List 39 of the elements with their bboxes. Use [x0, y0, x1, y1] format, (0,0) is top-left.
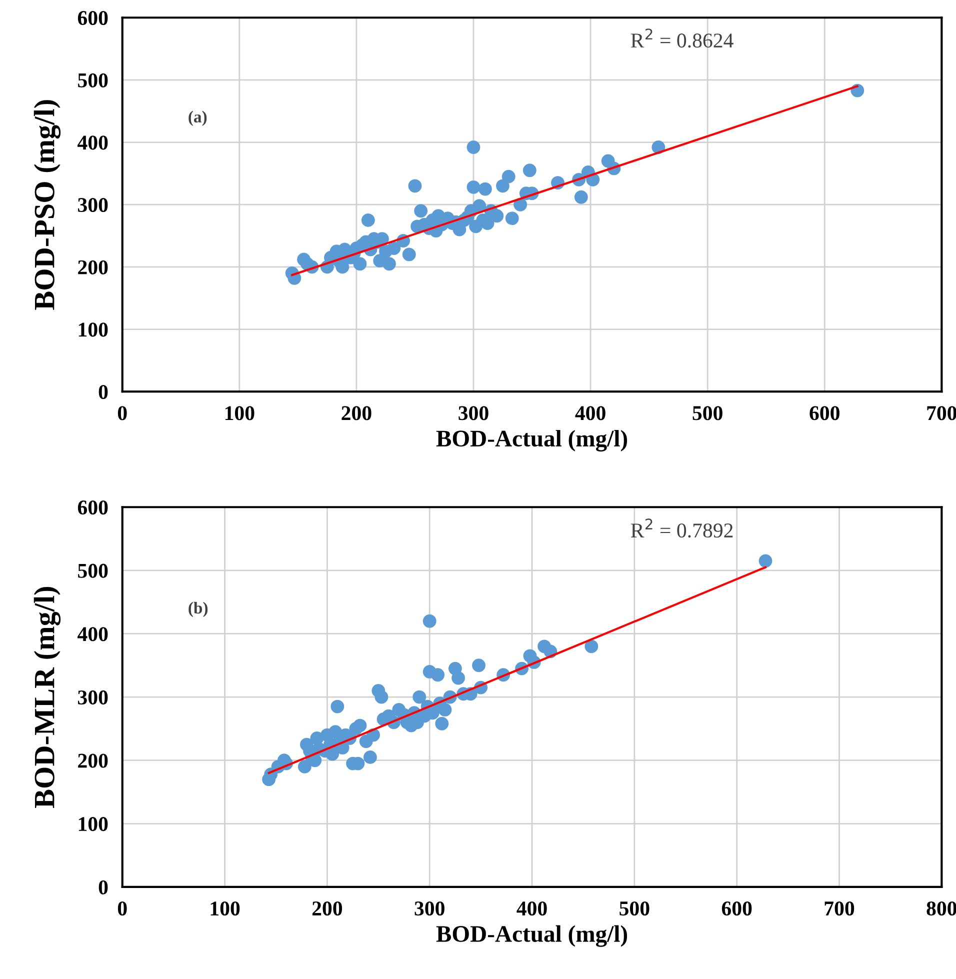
y-axis-title: BOD-MLR (mg/l) [34, 586, 61, 808]
y-tick-label: 500 [78, 564, 108, 578]
x-tick-label: 500 [620, 901, 650, 916]
x-tick-label: 100 [210, 901, 240, 916]
y-tick-label: 300 [78, 198, 108, 212]
x-tick-label: 300 [458, 406, 488, 420]
annotation: R$^{2}$ = 0.7892 [630, 518, 733, 538]
y-tick-label: 0 [98, 384, 108, 400]
x-tick-label: 700 [927, 406, 956, 420]
y-axis-title: BOD-PSO (mg/l) [34, 100, 61, 310]
y-tick-label: 500 [78, 73, 108, 88]
x-tick-label: 200 [312, 901, 342, 916]
x-tick-label: 100 [225, 406, 254, 420]
y-tick-label: 600 [78, 10, 108, 26]
x-tick-label: 200 [342, 406, 372, 420]
annotation: (b) [188, 602, 208, 618]
x-axis-title: BOD-Actual (mg/l) [436, 430, 628, 452]
y-tick-label: 300 [78, 690, 108, 704]
y-tick-label: 100 [78, 322, 108, 337]
y-tick-label: 100 [78, 817, 108, 832]
annotation: R$^{2}$ = 0.8624 [630, 28, 734, 48]
x-tick-label: 400 [575, 406, 606, 420]
x-tick-label: 300 [414, 901, 444, 916]
x-tick-label: 600 [722, 901, 752, 916]
x-tick-label: 500 [692, 406, 722, 420]
x-tick-label: 600 [810, 406, 840, 420]
x-tick-label: 0 [118, 901, 127, 916]
x-tick-label: 700 [824, 901, 854, 916]
x-axis-title: BOD-Actual (mg/l) [436, 925, 628, 947]
y-tick-label: 400 [78, 627, 108, 642]
x-tick-label: 400 [516, 901, 547, 916]
y-tick-label: 600 [78, 500, 108, 515]
y-tick-label: 0 [98, 880, 108, 894]
y-tick-label: 400 [78, 136, 108, 150]
y-tick-label: 200 [78, 260, 108, 274]
annotation: (a) [188, 110, 207, 126]
x-tick-label: 0 [118, 406, 127, 420]
x-tick-label: 800 [926, 901, 956, 916]
y-tick-label: 200 [78, 754, 108, 768]
